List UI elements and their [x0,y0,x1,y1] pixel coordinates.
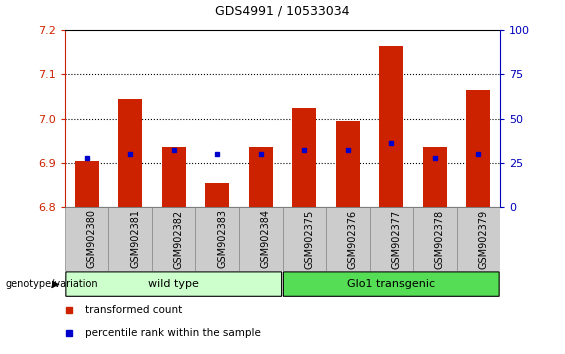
Bar [423,147,447,207]
Bar [75,161,99,207]
Text: GSM902384: GSM902384 [261,210,271,268]
Text: Glo1 transgenic: Glo1 transgenic [347,279,435,289]
Text: GSM902383: GSM902383 [217,210,227,268]
Bar [118,99,142,207]
Text: GSM902380: GSM902380 [87,210,97,268]
Bar [466,90,490,207]
Bar [249,147,273,207]
Text: GSM902378: GSM902378 [435,209,445,269]
FancyBboxPatch shape [284,272,499,296]
Bar [195,207,239,271]
Text: GSM902381: GSM902381 [131,210,140,268]
Text: GSM902377: GSM902377 [391,209,401,269]
Bar [205,183,229,207]
Text: GSM902382: GSM902382 [174,209,184,269]
Bar [162,147,186,207]
Text: genotype/variation: genotype/variation [6,279,98,289]
Text: ▶: ▶ [52,279,59,289]
FancyBboxPatch shape [66,272,281,296]
Bar [108,207,152,271]
Bar [379,46,403,207]
Bar [457,207,500,271]
Bar [282,207,326,271]
Text: wild type: wild type [148,279,199,289]
Bar [292,108,316,207]
Bar [413,207,457,271]
Text: GDS4991 / 10533034: GDS4991 / 10533034 [215,4,350,17]
Text: percentile rank within the sample: percentile rank within the sample [85,328,260,338]
Bar [65,207,108,271]
Bar [152,207,195,271]
Text: GSM902375: GSM902375 [304,209,314,269]
Bar [239,207,282,271]
Bar [326,207,370,271]
Bar [336,121,360,207]
Text: transformed count: transformed count [85,305,182,315]
Text: GSM902376: GSM902376 [347,209,358,269]
Bar [370,207,413,271]
Text: GSM902379: GSM902379 [478,209,488,269]
